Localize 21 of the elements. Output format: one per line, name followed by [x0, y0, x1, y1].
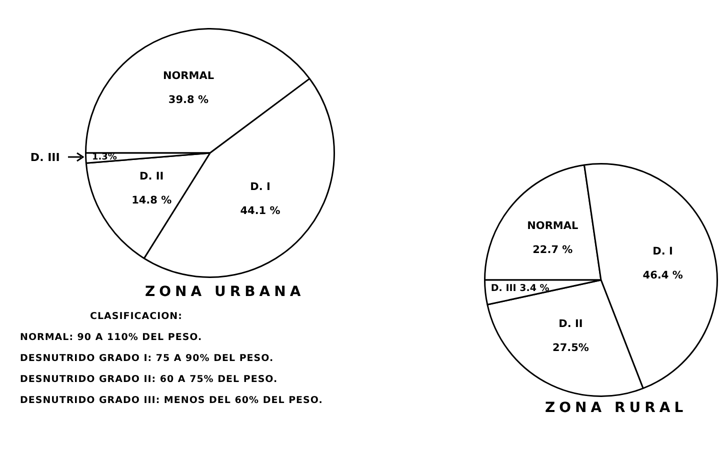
text: DESNUTRIDO GRADO I: 75 A 90% DEL PESO.	[20, 352, 275, 366]
slice-label: D. I	[250, 181, 270, 194]
data-label: 39.8 %	[168, 94, 209, 106]
slice-label: NORMAL	[162, 70, 214, 82]
slice-label: D. I	[652, 245, 673, 258]
data-label: 44.1 %	[240, 205, 281, 218]
text: DESNUTRIDO GRADO III: MENOS DEL 60% DEL PESO.	[20, 394, 323, 408]
text: ZONA RURAL	[545, 400, 688, 416]
slice-label: NORMAL	[527, 220, 578, 232]
text: DESNUTRIDO GRADO II: 60 A 75% DEL PESO.	[20, 373, 279, 387]
text: ZONA URBANA	[145, 284, 305, 300]
slice-label: D. III 3.4 %	[490, 283, 550, 294]
legend-label: D. III	[30, 150, 60, 164]
text: CLASIFICACION:	[89, 310, 184, 324]
data-label: 14.8 %	[132, 194, 172, 206]
slice-label: D. II	[558, 318, 583, 330]
data-label: 46.4 %	[642, 269, 684, 282]
text: NORMAL: 90 A 110% DEL PESO.	[20, 331, 204, 345]
data-label: 22.7 %	[532, 244, 574, 256]
data-label: 27.5%	[552, 342, 590, 354]
slice-label: D. II	[140, 170, 164, 182]
